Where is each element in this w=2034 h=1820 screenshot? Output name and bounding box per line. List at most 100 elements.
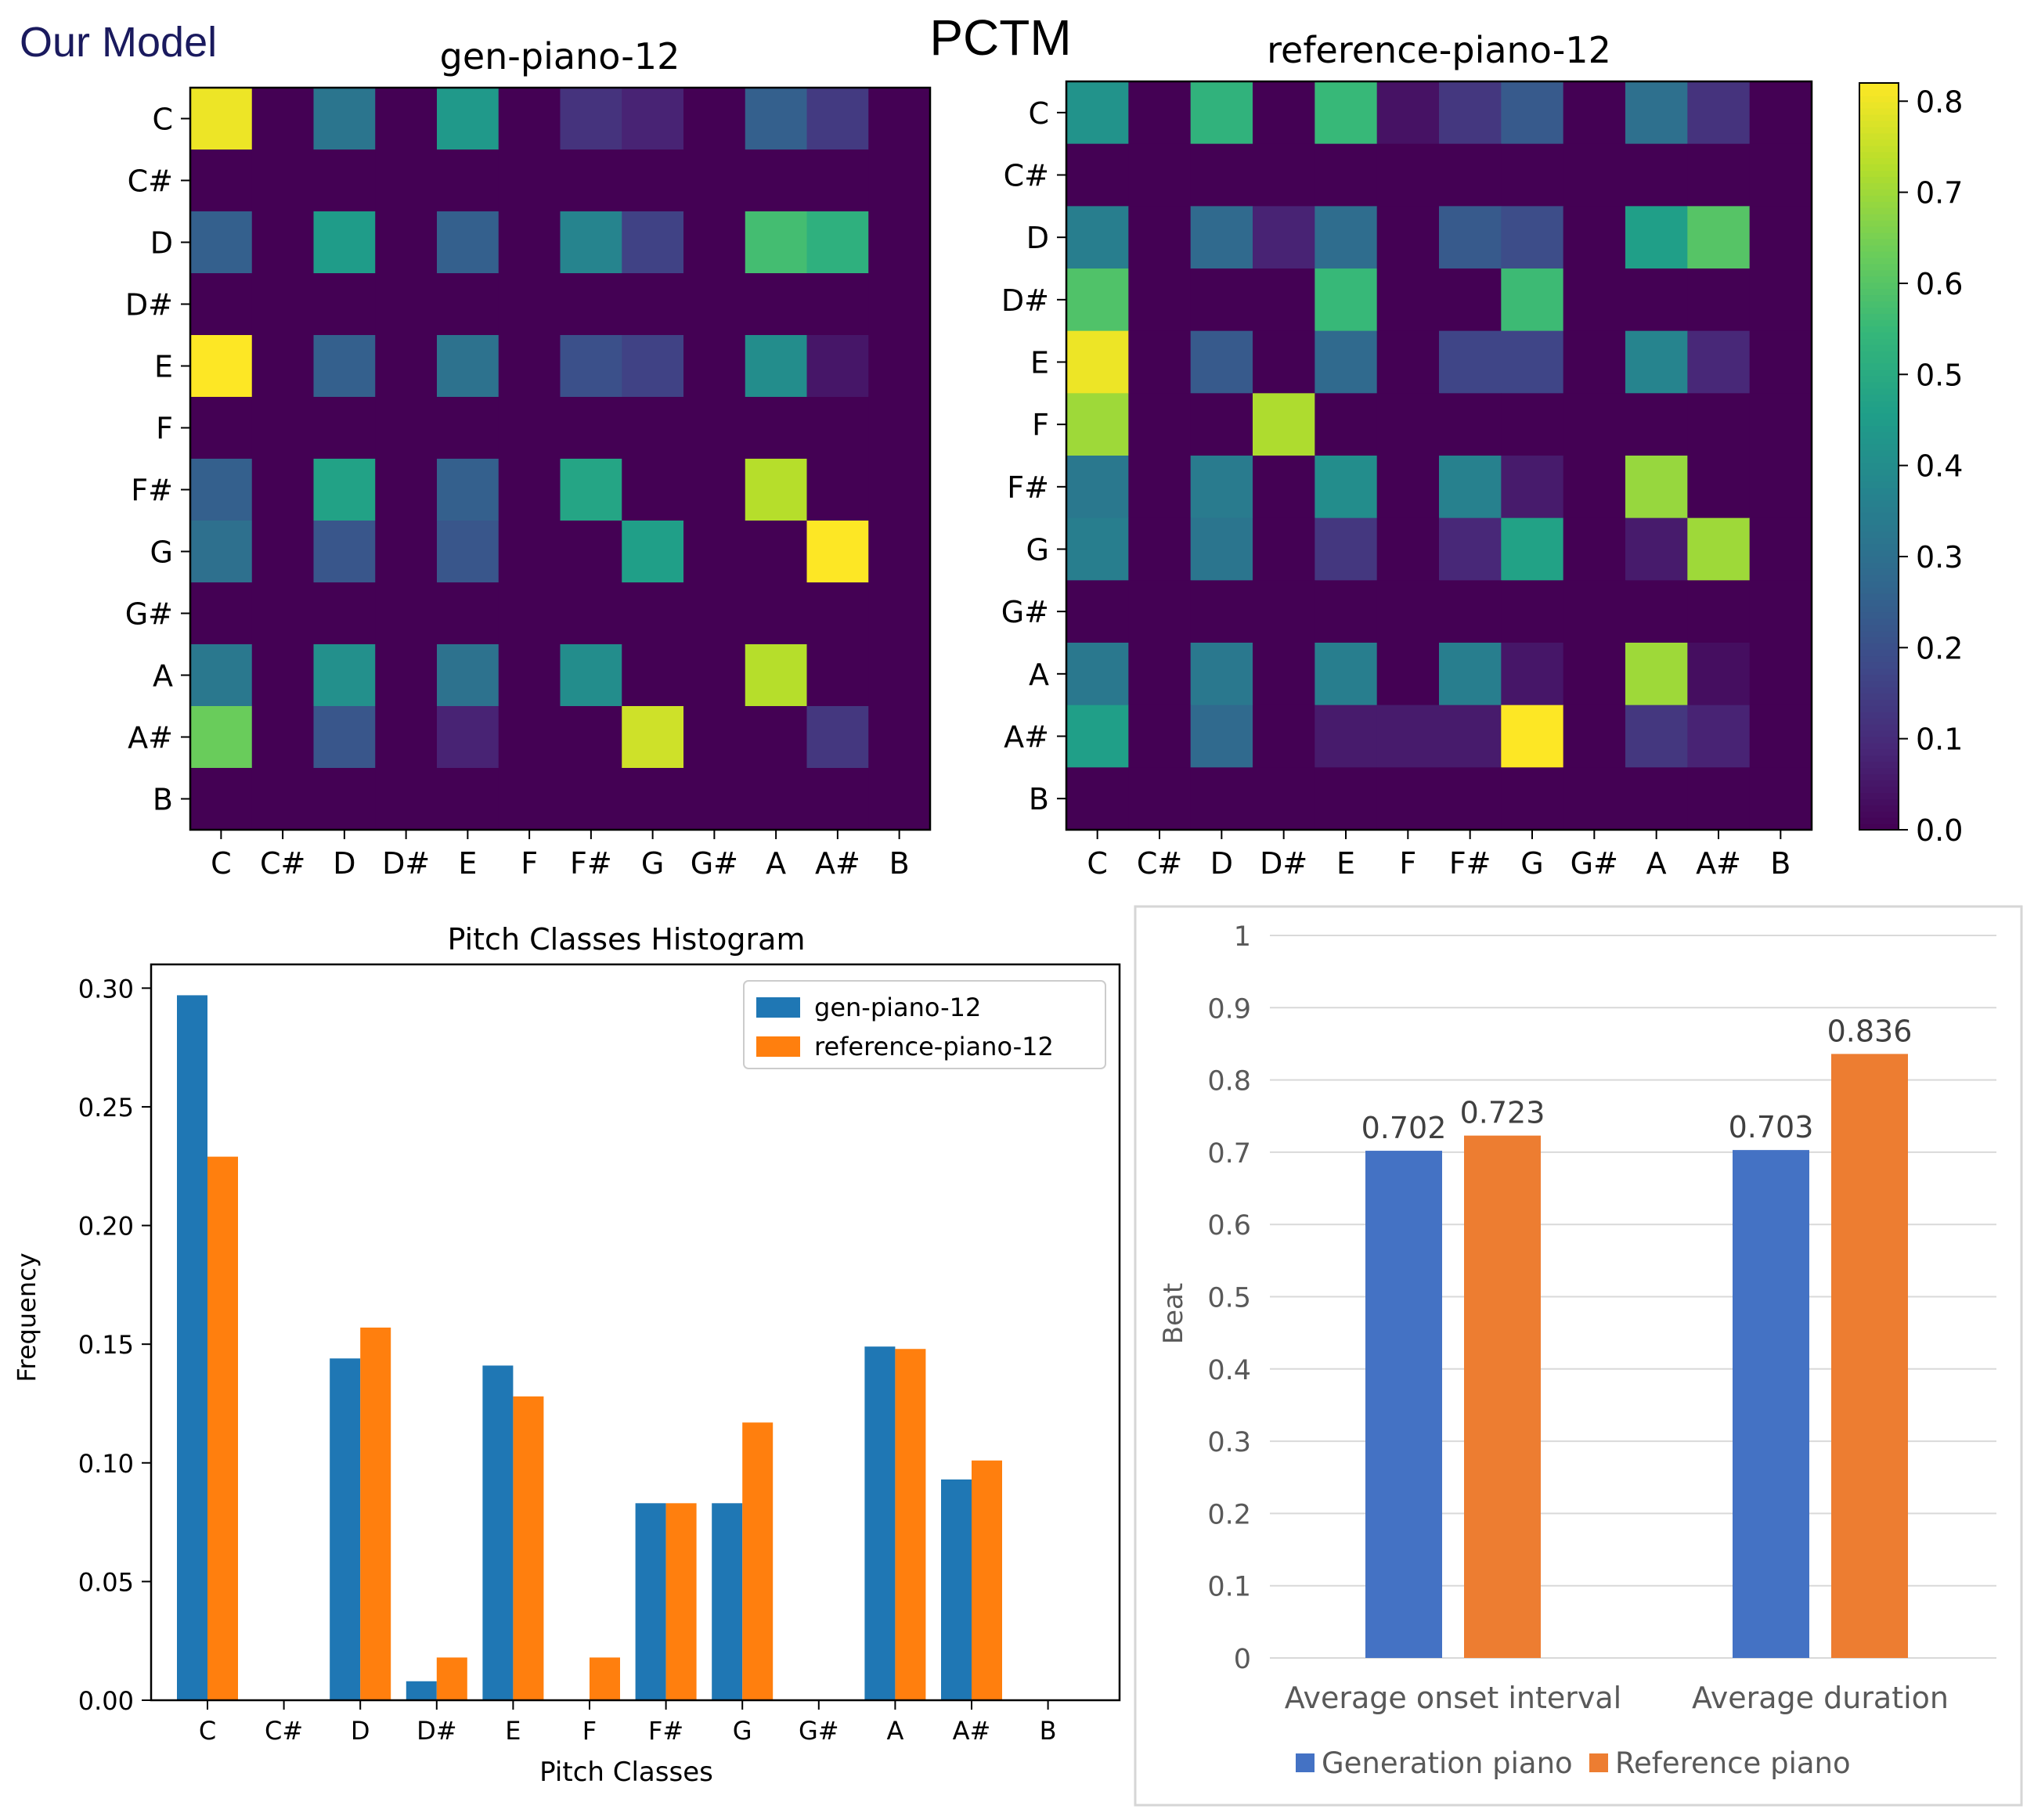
legend-swatch [756,997,800,1018]
heatmap-cell [1128,517,1192,581]
heatmap-cell [1439,517,1502,581]
main-title: PCTM [929,9,1071,66]
heatmap-cell [375,582,438,645]
histogram-bar [482,1365,514,1700]
x-tick-label: D [1210,846,1233,881]
heatmap-cell [1376,143,1440,207]
colorbar-segment [1859,319,1899,326]
heatmap-cell [745,88,808,150]
heatmap-cell [1439,705,1502,768]
heatmap-cell [560,706,622,769]
heatmap-cell [1128,143,1192,207]
heatmap-cell [806,335,869,398]
colorbar-segment [1859,425,1899,432]
x-tick-label: F# [570,846,612,881]
heatmap-cell [1687,81,1751,145]
colorbar-segment [1859,680,1899,687]
heatmap-cell [745,335,808,398]
colorbar-segment [1859,151,1899,159]
heatmap-cell [251,211,315,274]
colorbar-segment [1859,83,1899,90]
colorbar: 0.0 0.1 0.2 0.3 0.4 0.5 0.6 0.7 0.8 [1859,82,1963,848]
heatmap-cell [1501,206,1564,269]
colorbar-segment [1859,705,1899,712]
heatmap-cell [1687,268,1751,332]
y-tick-label: 0.6 [1207,1210,1251,1242]
heatmap-cell [251,88,315,150]
heatmap-cell [560,459,622,521]
heatmap-cell [437,459,499,521]
heatmap-cell [190,273,253,336]
heatmap-cell [1376,705,1440,768]
heatmap-cell [1190,517,1253,581]
heatmap-cell [868,88,931,150]
heatmap-cell [1315,456,1378,519]
heatmap-cell [806,397,869,460]
heatmap-cell [190,768,253,831]
colorbar-tick-label: 0.4 [1916,449,1963,484]
y-tick-label: 0.10 [78,1449,134,1479]
beat-bar [1365,1151,1442,1658]
colorbar-segment [1859,824,1899,831]
heatmap-cell [683,335,746,398]
heatmap-cell [1687,580,1751,643]
heatmap-cell [498,335,561,398]
heatmap-cell [868,768,931,831]
colorbar-segment [1859,537,1899,545]
heatmap-cell [498,644,561,707]
heatmap-cell [1376,517,1440,581]
heatmap-cell [190,459,253,521]
heatmap-cell [1190,643,1253,706]
heatmap-cell [1439,330,1502,394]
heatmap-cell [806,644,869,707]
legend-label: Reference piano [1615,1746,1851,1780]
colorbar-segment [1859,773,1899,781]
colorbar-segment [1859,337,1899,345]
heatmap-cell [1315,517,1378,581]
heatmap-cell [1128,393,1192,456]
heatmap-cell [868,459,931,521]
heatmap-cell [622,88,684,150]
heatmap-cell [1253,81,1315,145]
colorbar-tick-label: 0.1 [1916,723,1963,757]
colorbar-segment [1859,487,1899,495]
colorbar-segment [1859,792,1899,800]
legend-label: Generation piano [1322,1746,1573,1780]
colorbar-segment [1859,238,1899,246]
heatmap-cell [1749,268,1812,332]
colorbar-segment [1859,114,1899,121]
x-tick-label: G# [1571,846,1618,881]
heatmap-cell [1253,643,1315,706]
heatmap-cell [1625,643,1688,706]
colorbar-segment [1859,250,1899,258]
colorbar-segment [1859,413,1899,420]
colorbar-segment [1859,780,1899,787]
colorbar-segment [1859,164,1899,171]
beat-ylabel: Beat [1158,1283,1189,1344]
heatmap-cell [868,150,931,212]
x-tick-label: A# [815,846,860,881]
heatmap-cell [1066,456,1129,519]
heatmap-cell [1749,580,1812,643]
heatmap-cell [560,273,622,336]
heatmap-cell [1315,330,1378,394]
histogram-bar [360,1327,391,1700]
heatmap-cell [1563,517,1626,581]
heatmap-cell [1066,767,1129,831]
colorbar-segment [1859,145,1899,153]
heatmap-cell [1066,517,1129,581]
colorbar-tick-label: 0.0 [1916,813,1963,848]
histogram-bar [864,1346,896,1700]
colorbar-segment [1859,419,1899,427]
heatmap-cell [1128,767,1192,831]
heatmap-cell [622,150,684,212]
colorbar-segment [1859,276,1899,283]
histogram-bar [590,1657,620,1700]
heatmap-cell [745,521,808,583]
y-tick-label: A# [1004,720,1049,755]
colorbar-segment [1859,294,1899,302]
heatmap-cell [313,211,376,274]
heatmap-cell [1128,456,1192,519]
heatmap-cell [1625,767,1688,831]
colorbar-segment [1859,282,1899,290]
